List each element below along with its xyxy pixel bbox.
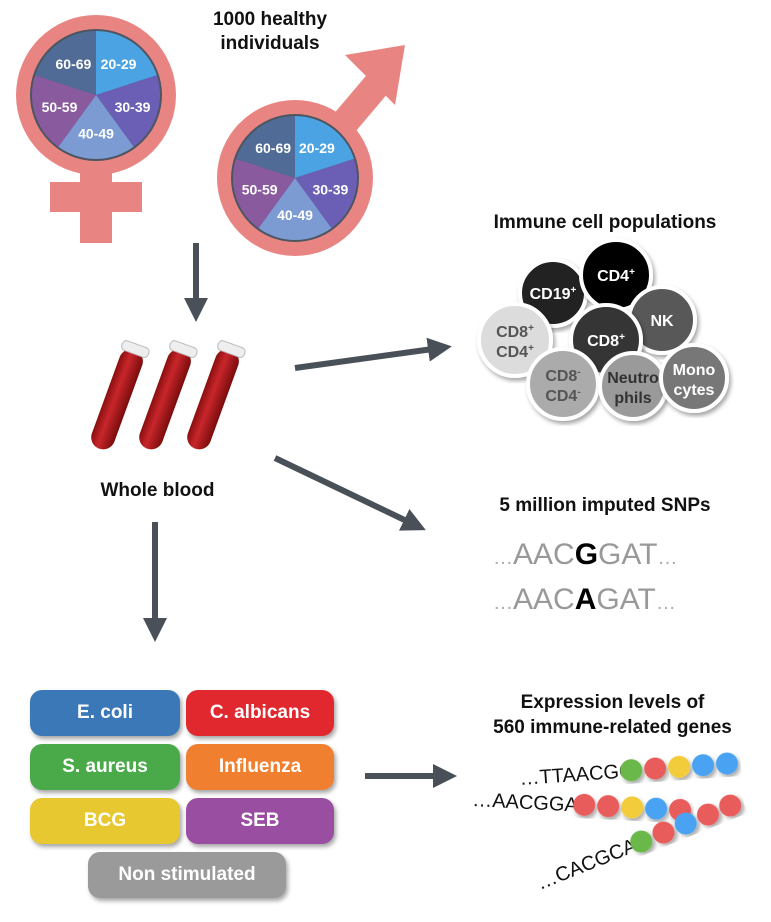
svg-text:phils: phils [614, 390, 651, 407]
expression-bead [630, 830, 653, 853]
age-group-label: 40-49 [78, 125, 114, 141]
pie-slice [258, 178, 332, 240]
snp-sequence-1: …AACGGAT… [493, 538, 677, 571]
expression-bead [692, 754, 715, 777]
expression-title-line1: Expression levels of [520, 692, 705, 713]
sequence-text: …TTAACGG [519, 760, 635, 790]
stimulus-c-albicans[interactable]: C. albicans [186, 690, 334, 736]
age-group-label: 40-49 [277, 207, 313, 223]
age-group-label: 60-69 [255, 140, 291, 156]
cell-population: CD8+ CD4+ [477, 302, 553, 378]
expression-bead [716, 752, 739, 775]
whole-blood-label: Whole blood [100, 480, 215, 501]
immune-cell-cluster: CD19+ CD4+ NK CD8+ CD8+ CD4+ CD8- CD4- Neutro phi… [477, 238, 729, 421]
stimulus-seb[interactable]: SEB [186, 798, 334, 844]
svg-text:CD4-: CD4- [545, 387, 580, 405]
expression-bead [573, 793, 596, 816]
expression-bead [674, 812, 697, 835]
age-group-label: 20-29 [299, 140, 335, 156]
pie-slice [295, 116, 354, 178]
svg-text:NK: NK [650, 313, 674, 330]
blood-tubes-icon [91, 340, 246, 450]
cells-title: Immune cell populations [493, 212, 717, 233]
expression-bead [668, 755, 691, 778]
expression-row: …AACGGAT [472, 789, 692, 821]
male-symbol-icon: 20-29 30-39 40-49 50-59 60-69 [217, 45, 405, 256]
cell-population: CD8- CD4- [526, 347, 600, 421]
expression-title-line2: 560 immune-related genes [493, 717, 732, 738]
expression-bead [597, 795, 620, 818]
age-group-label: 30-39 [312, 181, 348, 197]
cell-population: Neutro phils [598, 351, 668, 421]
expression-sequences: …TTAACGG…AACGGAT…CACGCAA [472, 752, 742, 895]
snp-sequence-2: …AACAGAT… [493, 583, 676, 616]
svg-text:cytes: cytes [674, 382, 715, 399]
svg-text:CD8+: CD8+ [587, 332, 625, 350]
age-group-label: 30-39 [115, 99, 151, 115]
pie-slice [96, 31, 157, 95]
age-group-label: 20-29 [101, 56, 137, 72]
expression-bead [652, 821, 675, 844]
stimulus-bcg[interactable]: BCG [30, 798, 180, 844]
stimulus-influenza[interactable]: Influenza [186, 744, 334, 790]
expression-title: Expression levels of 560 immune-related … [460, 690, 765, 740]
snp-sequences: …AACGGAT… …AACAGAT… [493, 538, 677, 616]
svg-text:CD8-: CD8- [545, 367, 580, 385]
age-group-label: 50-59 [42, 99, 78, 115]
pie-slice [58, 95, 134, 159]
male-age-pie: 20-29 30-39 40-49 50-59 60-69 [231, 114, 359, 242]
expression-bead [645, 797, 668, 820]
expression-row: …TTAACGG [519, 752, 739, 790]
svg-text:CD4+: CD4+ [597, 267, 635, 285]
age-group-label: 50-59 [242, 181, 278, 197]
stimulus-e-coli[interactable]: E. coli [30, 690, 180, 736]
expression-bead [621, 796, 644, 819]
pie-slice [35, 31, 96, 95]
svg-text:Mono: Mono [673, 362, 716, 379]
svg-text:CD8+: CD8+ [496, 323, 534, 341]
svg-text:CD4+: CD4+ [496, 343, 534, 361]
sequence-text: …AACGGAT [472, 789, 589, 817]
cell-population: Mono cytes [659, 343, 729, 413]
pie-slice [32, 75, 96, 147]
cohort-title: 1000 healthy individuals [212, 9, 328, 54]
pie-slice [236, 116, 295, 178]
stimulus-non-stimulated[interactable]: Non stimulated [88, 852, 286, 898]
arrow-to-snps [273, 455, 426, 531]
expression-bead [696, 803, 719, 826]
svg-text:CD19+: CD19+ [530, 285, 577, 303]
pie-slice [96, 75, 161, 147]
pie-slice [295, 158, 357, 229]
snps-title: 5 million imputed SNPs [499, 495, 711, 516]
expression-bead [719, 794, 742, 817]
pie-slice [233, 158, 295, 229]
svg-text:Neutro: Neutro [607, 370, 659, 387]
expression-bead [620, 759, 643, 782]
arrow-to-cells [294, 337, 452, 371]
age-group-label: 60-69 [56, 56, 92, 72]
cell-population: CD4+ [579, 238, 653, 312]
expression-bead [644, 757, 667, 780]
stimulus-s-aureus[interactable]: S. aureus [30, 744, 180, 790]
